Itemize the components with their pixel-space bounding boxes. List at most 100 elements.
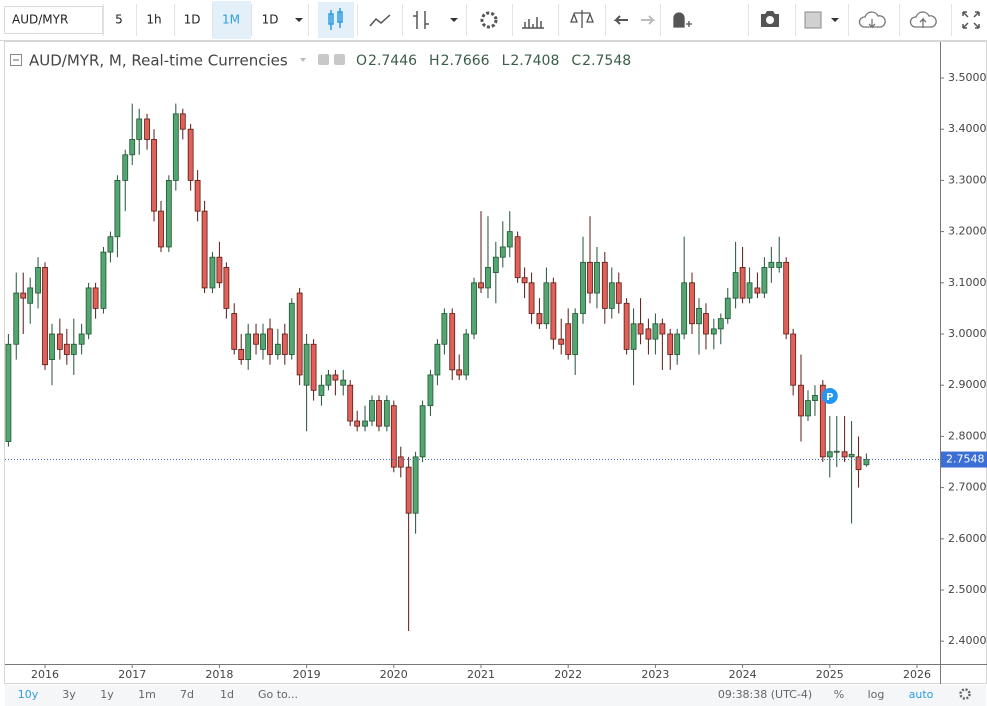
candle-body <box>20 292 27 299</box>
x-tick-label: 2019 <box>293 668 321 681</box>
candle-body <box>397 456 404 468</box>
color-box[interactable] <box>804 11 822 29</box>
candle-body <box>833 450 840 453</box>
save-icon[interactable] <box>909 11 937 28</box>
x-tick-label: 2020 <box>380 668 408 681</box>
settings-icon[interactable] <box>480 11 498 29</box>
candle-body <box>681 282 688 335</box>
range-button[interactable]: 3y <box>62 688 76 701</box>
candle-body <box>144 118 150 140</box>
candle-body <box>717 318 724 330</box>
legend-key: C <box>571 53 581 69</box>
candle-body <box>412 456 419 514</box>
candle-body <box>70 343 77 355</box>
bottom-settings-icon[interactable] <box>959 688 971 700</box>
alert-icon[interactable] <box>673 12 692 28</box>
last-price-box <box>941 451 987 468</box>
y-tick-label: 3.2000 <box>948 225 987 238</box>
candle-body <box>172 113 179 181</box>
range-button[interactable]: 10y <box>18 688 39 701</box>
eye-icon[interactable] <box>318 54 329 65</box>
log-toggle[interactable]: log <box>868 688 885 701</box>
percent-toggle[interactable]: % <box>834 688 844 701</box>
y-tick-label: 2.4000 <box>948 634 987 647</box>
ohlc-legend: O 2.7446 H 2.7666 L 2.7408 C 2.7548 <box>356 53 631 69</box>
legend-value: 2.7666 <box>441 53 490 69</box>
title-dropdown[interactable] <box>300 58 306 62</box>
x-tick-label: 2017 <box>118 668 146 681</box>
x-tick-label: 2022 <box>554 668 582 681</box>
candle-body <box>274 343 281 355</box>
interval-button[interactable]: 1D <box>262 13 279 27</box>
candle-body <box>347 384 354 422</box>
candle-body <box>615 282 622 304</box>
candle-body <box>376 400 382 427</box>
compare-icon[interactable] <box>369 14 391 27</box>
candle-body <box>405 466 412 514</box>
candle-body <box>35 267 41 294</box>
candle-body <box>151 139 157 212</box>
candle-body <box>601 261 608 309</box>
candle-body <box>253 333 259 345</box>
interval-button[interactable]: 1M <box>222 13 240 27</box>
auto-toggle[interactable]: auto <box>909 688 934 701</box>
fullscreen-icon[interactable] <box>962 11 980 29</box>
range-button[interactable]: 1d <box>220 688 234 701</box>
indicators-icon[interactable] <box>413 11 429 29</box>
range-button[interactable]: 1m <box>138 688 156 701</box>
undo-icon[interactable] <box>613 15 628 25</box>
symbol-box[interactable] <box>4 6 103 34</box>
interval-button[interactable]: 5 <box>115 13 123 27</box>
load-icon[interactable] <box>858 11 886 29</box>
candle-body <box>136 118 143 140</box>
y-tick-label: 3.0000 <box>948 327 987 340</box>
y-tick-label: 3.3000 <box>948 173 987 186</box>
candle-body <box>49 333 55 361</box>
symbol[interactable]: AUD/MYR <box>12 13 68 27</box>
candle-body <box>637 323 644 335</box>
dropdown-arrow[interactable] <box>295 18 303 22</box>
compare-scale-icon[interactable] <box>570 10 594 28</box>
candle-body <box>209 256 216 289</box>
candle-body <box>260 333 266 350</box>
candle-body <box>572 313 579 355</box>
range-button[interactable]: 7d <box>180 688 194 701</box>
range-button[interactable]: 1y <box>100 688 114 701</box>
candle-body <box>848 453 855 458</box>
active-interval-bg <box>212 1 251 39</box>
dropdown-arrow[interactable] <box>450 18 458 22</box>
candle-body <box>863 459 870 466</box>
candle-body <box>630 323 637 350</box>
y-tick-label: 3.4000 <box>948 122 987 135</box>
candle-body <box>129 139 136 156</box>
candle-body <box>608 282 615 309</box>
interval-button[interactable]: 1h <box>146 13 161 27</box>
candle-body <box>826 451 833 458</box>
candle-body <box>506 231 513 248</box>
toolbar-separators <box>103 4 952 36</box>
candle-body <box>855 456 862 471</box>
settings-mini-icon[interactable] <box>334 54 345 65</box>
candle-body <box>485 267 491 289</box>
candle-body <box>114 179 121 238</box>
template-icon[interactable] <box>522 17 544 29</box>
dropdown-arrow[interactable] <box>831 18 839 22</box>
y-tick-label: 3.5000 <box>948 71 987 84</box>
candle-body <box>179 113 186 130</box>
candle-body <box>528 282 535 314</box>
redo-icon[interactable] <box>641 15 656 25</box>
candle-body <box>231 313 238 350</box>
bottom-bar <box>5 685 986 706</box>
candle-body <box>761 267 768 294</box>
candle-body <box>499 246 506 258</box>
legend-key: L <box>502 53 510 69</box>
clock: 09:38:38 (UTC-4) <box>718 688 812 701</box>
candle-body <box>667 333 674 355</box>
interval-button[interactable]: 1D <box>184 13 201 27</box>
candle-body <box>558 338 565 345</box>
candle-body <box>580 261 586 314</box>
goto-button[interactable]: Go to... <box>258 688 298 701</box>
candles-icon[interactable] <box>328 8 343 30</box>
y-tick-label: 2.5000 <box>948 583 987 596</box>
